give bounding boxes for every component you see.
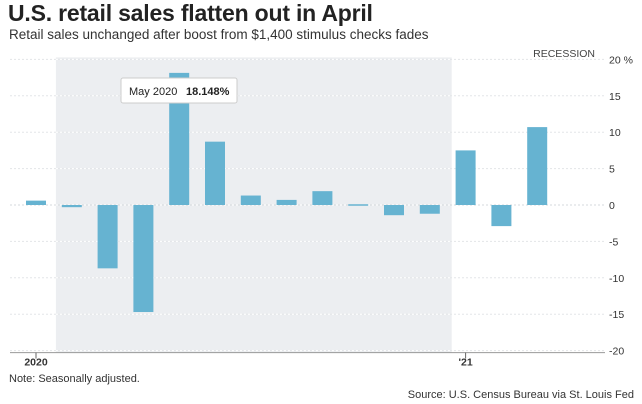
x-tick-label: 2020 xyxy=(24,357,48,369)
y-tick-label: -20 xyxy=(609,346,624,358)
bar-2020-10[interactable] xyxy=(348,204,369,206)
y-tick-label: -10 xyxy=(609,273,624,285)
bar-2021-01[interactable] xyxy=(455,150,476,205)
bar-2021-03[interactable] xyxy=(527,127,548,205)
x-axis-ticks: 2020 '21 xyxy=(10,352,605,369)
bars xyxy=(26,72,548,313)
bar-2020-12[interactable] xyxy=(419,205,440,214)
y-tick-label: 15 xyxy=(609,91,621,103)
bar-2020-04[interactable] xyxy=(133,205,154,313)
tooltip: May 2020 18.148% xyxy=(120,77,238,104)
bar-2020-05[interactable] xyxy=(169,72,190,205)
bar-2020-01[interactable] xyxy=(26,200,46,205)
bar-2020-02[interactable] xyxy=(61,205,82,208)
y-tick-label: -15 xyxy=(609,309,624,321)
y-tick-label: 0 xyxy=(609,200,615,212)
bar-2020-06[interactable] xyxy=(205,141,225,205)
y-tick-label: 10 xyxy=(609,127,621,139)
tooltip-value: 18.148% xyxy=(186,86,230,98)
bar-2020-08[interactable] xyxy=(276,199,297,205)
bar-2020-03[interactable] xyxy=(97,205,118,269)
y-axis-ticks: 20 % 15 10 5 0 -5 -10 -15 -20 xyxy=(609,54,633,357)
x-tick-label: '21 xyxy=(459,357,473,369)
bar-2020-09[interactable] xyxy=(312,191,333,205)
chart-subtitle: Retail sales unchanged after boost from … xyxy=(9,27,429,42)
y-tick-label: 20 % xyxy=(609,54,633,66)
bar-2020-07[interactable] xyxy=(240,195,261,205)
bar-2021-02[interactable] xyxy=(491,205,512,227)
chart-title: U.S. retail sales flatten out in April xyxy=(8,0,373,26)
tooltip-date: May 2020 xyxy=(129,86,177,98)
footnote: Note: Seasonally adjusted. xyxy=(9,373,140,385)
bar-2020-11[interactable] xyxy=(384,205,404,216)
y-tick-label: 5 xyxy=(609,164,615,176)
tooltip-box xyxy=(120,77,238,104)
y-tick-label: -5 xyxy=(609,236,618,248)
recession-label: RECESSION xyxy=(533,48,595,60)
source-note: Source: U.S. Census Bureau via St. Louis… xyxy=(407,389,634,401)
